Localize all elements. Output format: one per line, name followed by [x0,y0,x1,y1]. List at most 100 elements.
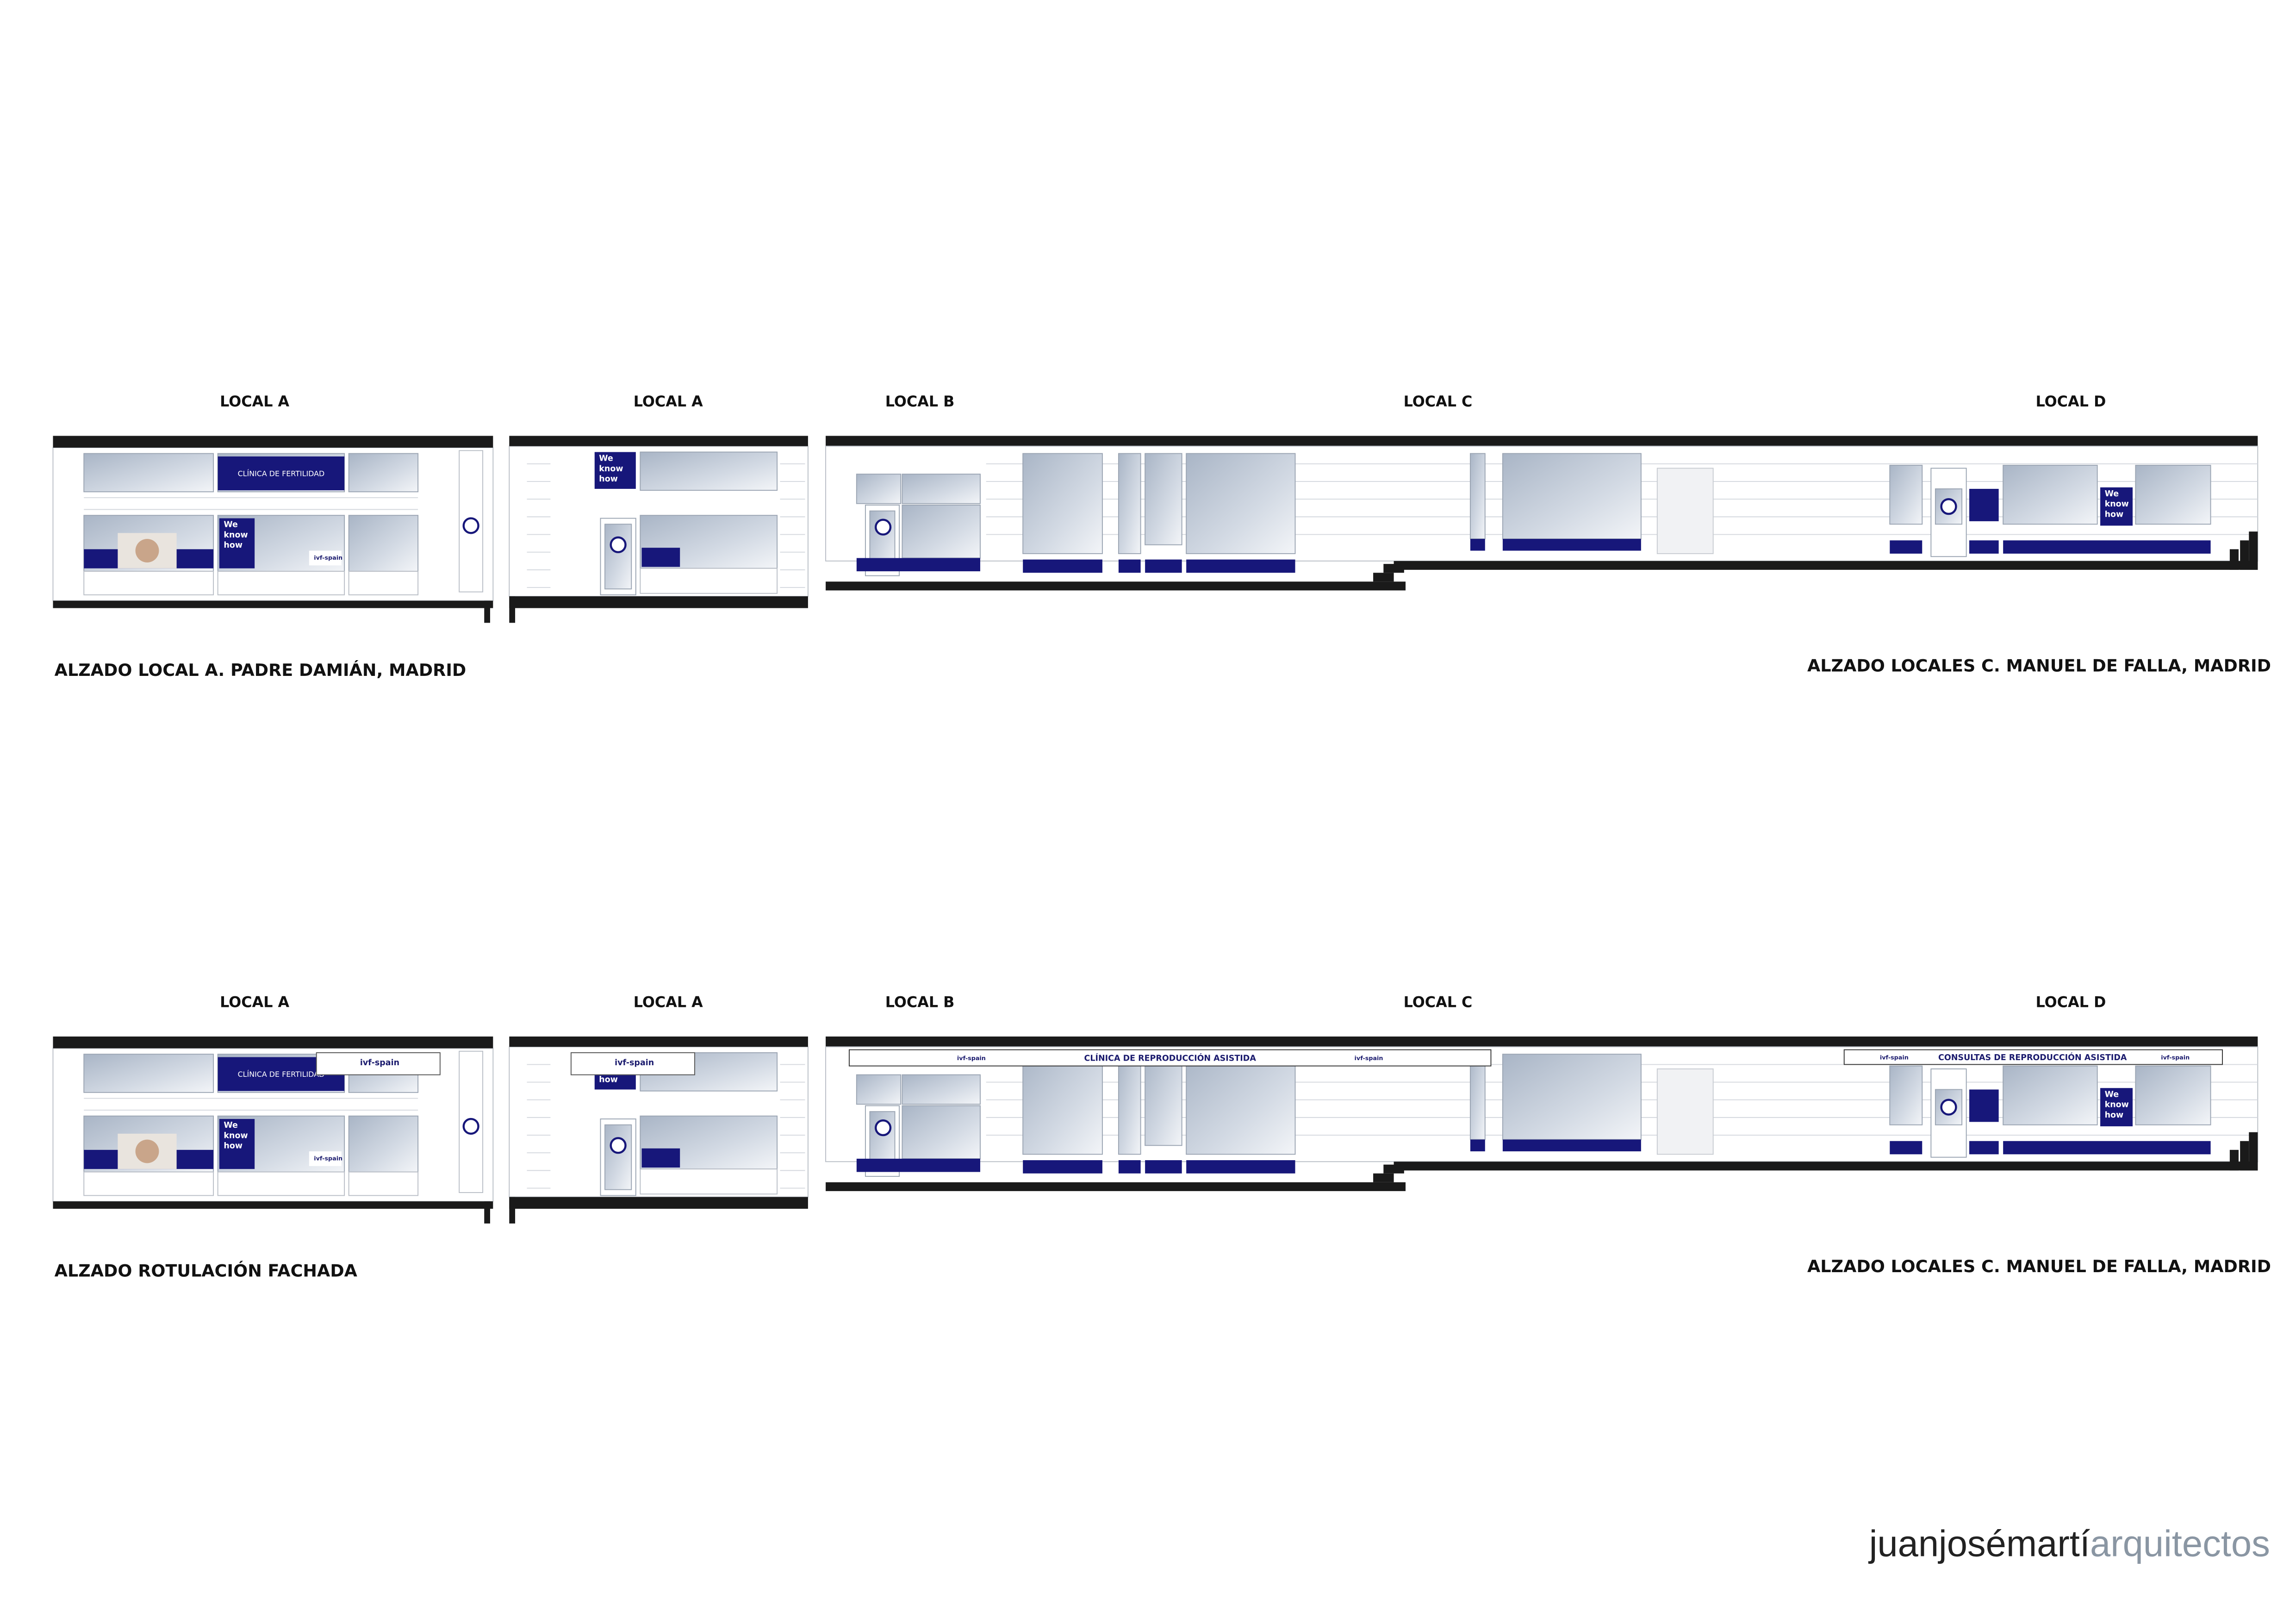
caption: ALZADO LOCALES C. MANUEL DE FALLA, MADRI… [1807,656,2271,675]
fascia-text: CONSULTAS DE REPRODUCCIÓN ASISTIDA [1938,1052,2127,1062]
glass-panel [1145,453,1182,545]
facade-panel [348,1171,419,1196]
glass-panel [348,453,419,493]
slogan-text: know [224,1131,248,1140]
slab [1394,561,2258,570]
step [1373,573,1394,582]
clinic-sign [218,456,345,491]
slogan-panel [2100,487,2133,526]
glass-panel [1118,1054,1141,1155]
brand-stripe [1502,539,1641,551]
glass-panel [83,1054,214,1093]
brand-sign [570,1052,695,1075]
step [1383,564,1404,573]
slab [826,581,1406,591]
slogan-text: how [2105,510,2124,519]
glass-panel [902,504,981,559]
slab [509,596,808,608]
logo-mark [462,517,479,534]
brand-stripe [641,1148,680,1168]
slab [509,596,516,623]
glass-panel [856,1074,902,1105]
brand-label [309,1151,342,1166]
local-label: LOCAL A [634,993,703,1011]
local-label: LOCAL D [2036,393,2106,410]
brand-stripe [1502,1139,1641,1152]
step [2240,1141,2249,1171]
slogan-text: how [599,475,618,484]
glass-panel [1022,1054,1103,1155]
slab [53,600,493,608]
slab [53,1036,493,1049]
glass-panel [902,474,981,504]
step [1373,1173,1394,1182]
step [2240,540,2249,570]
glass-panel [1889,1065,1923,1125]
glass-panel [1118,453,1141,554]
brand-text: ivf-spain [957,1055,986,1062]
slab [826,1036,2258,1047]
slab [484,600,490,623]
glass-panel [1502,453,1642,540]
slab [53,436,493,448]
slogan-text: know [599,464,623,474]
glass-panel [2135,1065,2211,1125]
glass-panel [902,1105,981,1159]
grille [1656,1068,1714,1155]
glass-panel [2003,1065,2098,1125]
slab [53,1201,493,1209]
brand-panel [1969,488,1999,521]
step [2249,1132,2258,1171]
slogan-text: know [2105,500,2129,509]
brand-stripe [856,1158,980,1172]
brand-text: ivf-spain [314,554,342,561]
logo-mark [610,1137,627,1154]
glass-panel [2135,465,2211,525]
slogan-text: We [2105,1090,2119,1099]
slogan-text: We [224,520,238,530]
slab [509,436,808,446]
local-label: LOCAL B [885,393,955,410]
brand-stripe [1023,1160,1102,1174]
glass-panel [640,451,778,491]
glass-panel [1186,453,1296,554]
fascia-text: CLÍNICA DE REPRODUCCIÓN ASISTIDA [1084,1053,1257,1063]
glass-panel [1022,453,1103,554]
facade-panel [640,568,778,594]
brand-stripe [1118,1160,1141,1174]
facade-panel [217,1171,345,1196]
brand-label [309,550,342,566]
slogan-text: We [224,1121,238,1130]
facade-panel [640,1168,778,1195]
brand-text: ivf-spain [2161,1054,2190,1061]
logo-mark [462,1118,479,1135]
slogan-text: how [224,541,243,550]
brand-stripe [1470,539,1485,551]
slogan-text: We [2105,489,2119,499]
brand-text: ivf-spain [615,1058,654,1068]
slab [484,1201,490,1224]
local-label: LOCAL B [885,993,955,1011]
slogan-text: how [599,1075,618,1085]
brand-stripe [1186,559,1295,573]
brand-sign [316,1052,441,1075]
fascia-sign [1843,1049,2223,1065]
slogan-text: how [224,1142,243,1151]
brand-stripe [1890,1141,1923,1155]
studio-suffix: arquitectos [2090,1523,2270,1564]
fascia-sign [848,1049,1492,1067]
glass-panel [348,515,419,572]
local-label: LOCAL D [2036,993,2106,1011]
glass-panel [604,1124,632,1190]
local-label: LOCAL A [220,993,289,1011]
glass-panel [1502,1054,1642,1140]
brand-stripe [1890,540,1923,554]
facade-panel [83,571,214,595]
slab [826,436,2258,446]
glass-panel [348,1115,419,1173]
glass-panel [1145,1054,1182,1146]
studio-logo: juanjosémartíarquitectos [1868,1523,2270,1564]
brand-stripe [2003,1141,2211,1155]
glass-panel [1469,1054,1486,1140]
